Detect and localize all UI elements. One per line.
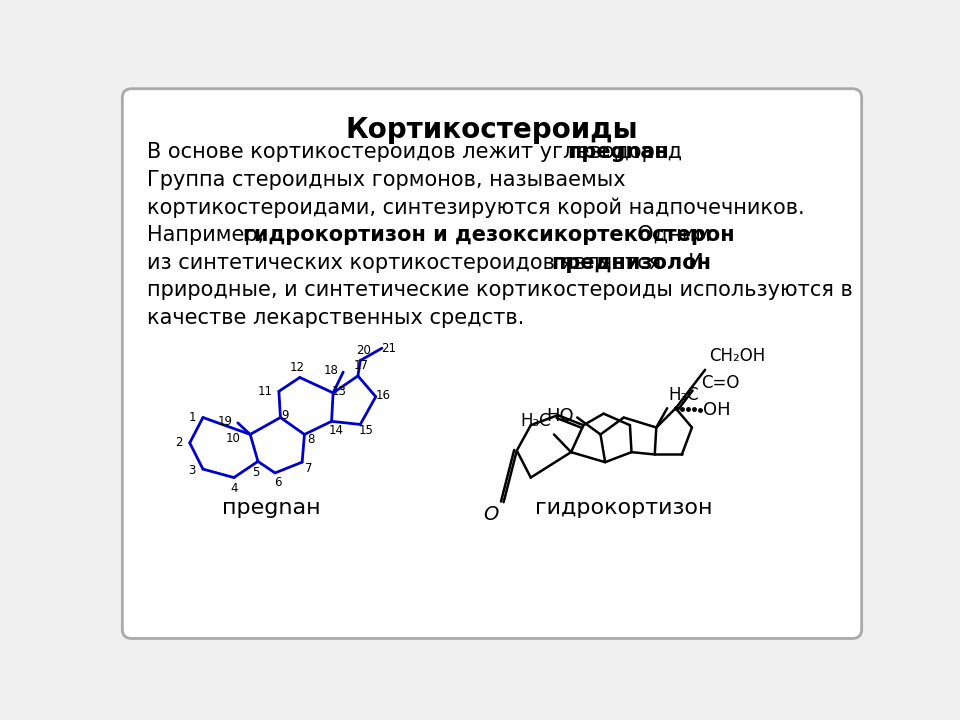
Text: Например,: Например, xyxy=(147,225,271,245)
FancyBboxPatch shape xyxy=(122,89,862,639)
Text: O: O xyxy=(484,505,499,524)
Text: 7: 7 xyxy=(304,462,312,474)
Text: Группа стероидных гормонов, называемых: Группа стероидных гормонов, называемых xyxy=(147,169,626,189)
Text: 11: 11 xyxy=(257,384,273,398)
Text: гидрокортизон: гидрокортизон xyxy=(535,498,712,518)
Text: В основе кортикостероидов лежит углеводород: В основе кортикостероидов лежит углеводо… xyxy=(147,142,689,162)
Text: . И: . И xyxy=(675,253,704,273)
Text: OH: OH xyxy=(703,401,731,419)
Text: .: . xyxy=(646,142,653,162)
Text: CH₂OH: CH₂OH xyxy=(709,347,765,365)
Text: природные, и синтетические кортикостероиды используются в: природные, и синтетические кортикостерои… xyxy=(147,280,852,300)
Text: кортикостероидами, синтезируются корой надпочечников.: кортикостероидами, синтезируются корой н… xyxy=(147,197,804,217)
Text: 15: 15 xyxy=(359,424,373,437)
Text: 17: 17 xyxy=(353,359,369,372)
Text: преgnан: преgnан xyxy=(222,498,321,518)
Text: Кортикостероиды: Кортикостероиды xyxy=(346,116,638,144)
Text: 5: 5 xyxy=(252,466,259,479)
Text: C=O: C=O xyxy=(701,374,739,392)
Text: 3: 3 xyxy=(188,464,196,477)
Text: 1: 1 xyxy=(188,411,196,424)
Text: 8: 8 xyxy=(307,433,314,446)
Text: преgnан: преgnан xyxy=(567,142,669,162)
Text: 4: 4 xyxy=(230,482,238,495)
Text: 12: 12 xyxy=(290,361,305,374)
Text: 21: 21 xyxy=(381,342,396,355)
Text: 14: 14 xyxy=(328,424,344,437)
Text: гидрокортизон и дезоксикортекостерон: гидрокортизон и дезоксикортекостерон xyxy=(243,225,734,245)
Text: 19: 19 xyxy=(218,415,233,428)
Text: преднизолон: преднизолон xyxy=(551,253,710,273)
Text: 20: 20 xyxy=(356,344,371,357)
Text: 13: 13 xyxy=(332,384,347,398)
Text: 2: 2 xyxy=(175,436,182,449)
Text: из синтетических кортикостероидов является: из синтетических кортикостероидов являет… xyxy=(147,253,668,273)
Text: 18: 18 xyxy=(324,364,338,377)
Text: 16: 16 xyxy=(375,389,390,402)
Text: HO: HO xyxy=(546,407,574,425)
Text: 6: 6 xyxy=(275,477,282,490)
Text: H₃C: H₃C xyxy=(520,412,551,430)
Text: 9: 9 xyxy=(281,410,289,423)
Text: 10: 10 xyxy=(226,432,241,445)
Text: качестве лекарственных средств.: качестве лекарственных средств. xyxy=(147,308,524,328)
Text: H₃C: H₃C xyxy=(669,386,699,404)
Text: . Одним: . Одним xyxy=(624,225,711,245)
